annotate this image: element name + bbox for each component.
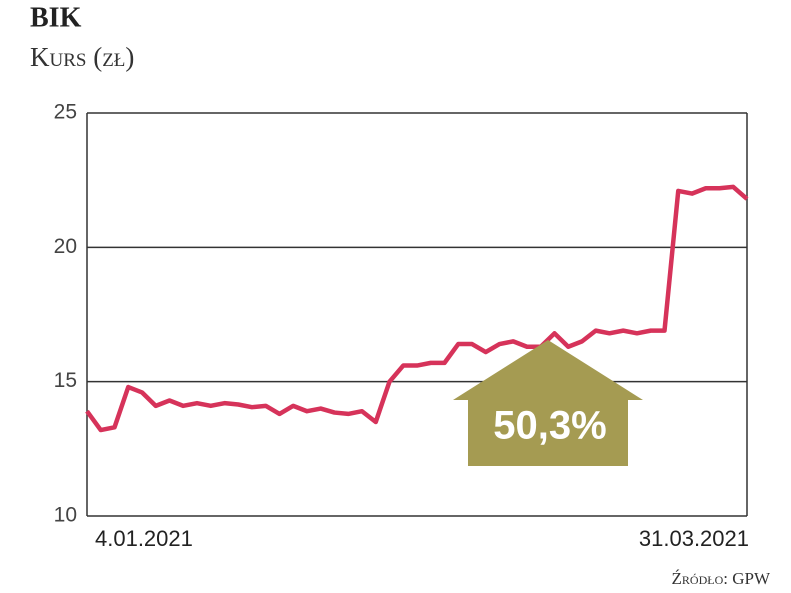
x-tick-label: 4.01.2021 <box>95 526 193 551</box>
y-tick-label: 20 <box>54 235 77 258</box>
line <box>85 184 749 433</box>
chart-title: BIK <box>30 2 82 33</box>
annotation: 50,3% <box>493 404 606 448</box>
y-tick-label: 10 <box>54 504 77 527</box>
source: Źródło: GPW <box>672 569 771 588</box>
y-tick-label: 25 <box>54 101 77 124</box>
annotation-arrow <box>453 340 643 466</box>
chart-subtitle: Kurs (zł) <box>30 42 134 72</box>
y-tick-label: 15 <box>54 369 77 392</box>
x-tick-label: 31.03.2021 <box>639 526 749 551</box>
